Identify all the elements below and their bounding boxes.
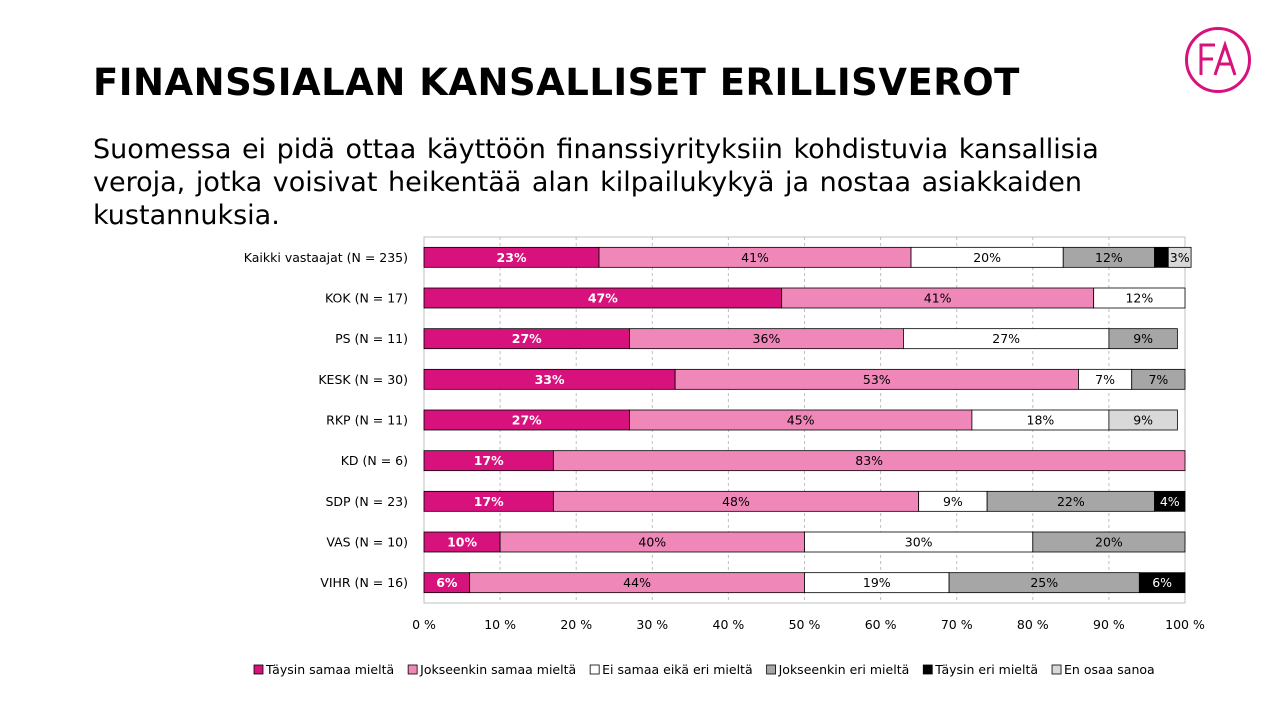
x-tick-label: 70 % bbox=[941, 617, 973, 632]
data-label: 48% bbox=[722, 494, 750, 509]
legend-swatch bbox=[766, 664, 777, 675]
x-tick-label: 50 % bbox=[789, 617, 821, 632]
category-label: KD (N = 6) bbox=[341, 453, 408, 468]
page-title: FINANSSIALAN KANSALLISET ERILLISVEROT bbox=[93, 61, 1020, 104]
x-tick-label: 60 % bbox=[865, 617, 897, 632]
bar-segment bbox=[1093, 287, 1186, 309]
data-label: 33% bbox=[535, 372, 565, 387]
data-label: 20% bbox=[1095, 535, 1123, 550]
data-label: 6% bbox=[1152, 575, 1172, 590]
data-label: 53% bbox=[863, 372, 891, 387]
legend-swatch bbox=[407, 664, 418, 675]
category-label: VAS (N = 10) bbox=[326, 535, 408, 550]
data-label: 9% bbox=[1133, 331, 1153, 346]
data-label: 23% bbox=[497, 250, 527, 265]
legend-label: Jokseenkin eri mieltä bbox=[778, 662, 910, 677]
logo-ring bbox=[1185, 27, 1251, 93]
category-label: PS (N = 11) bbox=[335, 331, 408, 346]
bar-segment bbox=[1131, 368, 1186, 390]
data-label: 36% bbox=[753, 331, 781, 346]
bar-segment bbox=[1167, 246, 1192, 268]
data-label: 10% bbox=[447, 535, 477, 550]
data-label: 7% bbox=[1095, 372, 1115, 387]
data-label: 12% bbox=[1095, 250, 1123, 265]
data-label: 27% bbox=[512, 331, 542, 346]
bar-segment bbox=[1154, 246, 1169, 268]
data-label: 17% bbox=[474, 453, 504, 468]
data-label: 25% bbox=[1030, 575, 1058, 590]
data-label: 44% bbox=[623, 575, 651, 590]
category-label: KOK (N = 17) bbox=[325, 291, 408, 306]
data-label: 45% bbox=[787, 413, 815, 428]
x-tick-label: 30 % bbox=[636, 617, 668, 632]
legend-label: Ei samaa eikä eri mieltä bbox=[602, 662, 752, 677]
data-label: 17% bbox=[474, 494, 504, 509]
data-label: 40% bbox=[638, 535, 666, 550]
legend-label: En osaa sanoa bbox=[1064, 662, 1155, 677]
legend-label: Täysin samaa mieltä bbox=[265, 662, 394, 677]
data-label: 6% bbox=[436, 575, 458, 590]
data-label: 20% bbox=[973, 250, 1001, 265]
category-label: KESK (N = 30) bbox=[318, 372, 408, 387]
x-tick-label: 10 % bbox=[484, 617, 516, 632]
data-label: 27% bbox=[992, 331, 1020, 346]
data-label: 41% bbox=[924, 291, 952, 306]
legend-swatch bbox=[922, 664, 933, 675]
data-label: 19% bbox=[863, 575, 891, 590]
data-label: 4% bbox=[1160, 494, 1180, 509]
x-tick-label: 80 % bbox=[1017, 617, 1049, 632]
bar-segment bbox=[1154, 490, 1186, 512]
data-label: 7% bbox=[1148, 372, 1168, 387]
category-label: RKP (N = 11) bbox=[326, 413, 408, 428]
x-tick-label: 100 % bbox=[1165, 617, 1205, 632]
data-label: 18% bbox=[1027, 413, 1055, 428]
legend-label: Jokseenkin samaa mieltä bbox=[419, 662, 576, 677]
x-tick-label: 90 % bbox=[1093, 617, 1125, 632]
category-label: VIHR (N = 16) bbox=[320, 575, 408, 590]
data-label: 47% bbox=[588, 291, 618, 306]
page-subtitle: Suomessa ei pidä ottaa käyttöön finanssi… bbox=[93, 134, 1099, 231]
bar-segment bbox=[552, 450, 1186, 472]
logo-letters bbox=[1199, 40, 1237, 76]
category-label: SDP (N = 23) bbox=[325, 494, 408, 509]
data-label: 9% bbox=[1133, 413, 1153, 428]
data-label: 22% bbox=[1057, 494, 1085, 509]
data-label: 83% bbox=[855, 453, 883, 468]
category-label: Kaikki vastaajat (N = 235) bbox=[244, 250, 408, 265]
data-label: 30% bbox=[905, 535, 933, 550]
fa-logo-icon bbox=[1185, 27, 1251, 93]
data-label: 9% bbox=[943, 494, 963, 509]
data-label: 3% bbox=[1170, 250, 1190, 265]
legend-label: Täysin eri mieltä bbox=[934, 662, 1038, 677]
bar-segment bbox=[1108, 409, 1178, 431]
bar-segment bbox=[1138, 572, 1186, 594]
data-label: 27% bbox=[512, 413, 542, 428]
bar-segment bbox=[1032, 531, 1186, 553]
x-tick-label: 0 % bbox=[412, 617, 436, 632]
legend-swatch bbox=[253, 664, 264, 675]
x-tick-label: 40 % bbox=[713, 617, 745, 632]
legend-swatch bbox=[589, 664, 600, 675]
x-tick-label: 20 % bbox=[560, 617, 592, 632]
data-label: 41% bbox=[741, 250, 769, 265]
bar-segment bbox=[1108, 328, 1178, 350]
legend-swatch bbox=[1051, 664, 1062, 675]
data-label: 12% bbox=[1125, 291, 1153, 306]
